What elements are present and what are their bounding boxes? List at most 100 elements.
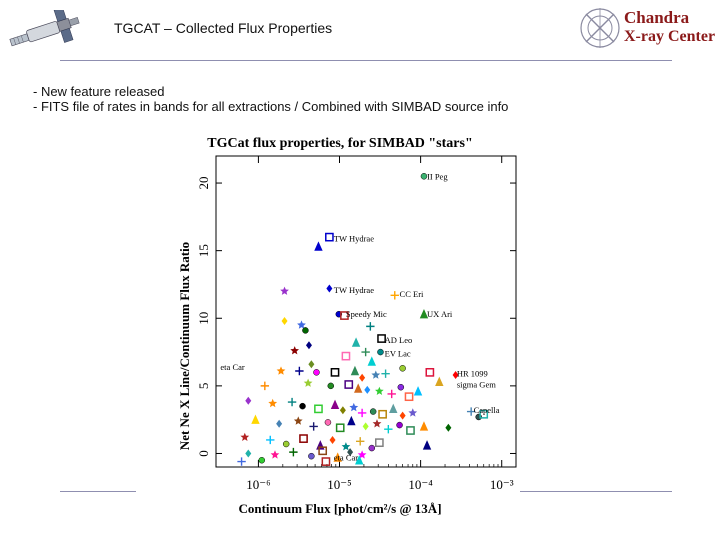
data-point <box>354 383 363 393</box>
data-point <box>276 419 283 428</box>
data-point <box>435 376 444 387</box>
footer-divider-left <box>60 491 136 492</box>
data-point <box>396 421 403 429</box>
data-point <box>371 370 381 379</box>
data-point <box>324 419 332 426</box>
header-divider <box>60 60 672 61</box>
x-tick-label: 10⁻⁵ <box>327 477 351 492</box>
annotation-label: HR 1099 <box>457 369 488 379</box>
data-point <box>425 367 435 377</box>
data-point <box>318 446 328 456</box>
data-point <box>299 402 306 410</box>
data-point <box>347 415 356 426</box>
data-point <box>368 444 376 452</box>
data-point <box>295 366 304 376</box>
data-point <box>351 337 361 347</box>
data-point <box>355 455 364 465</box>
data-point <box>344 380 354 389</box>
data-point <box>251 414 260 424</box>
data-point <box>445 423 452 432</box>
data-point <box>361 347 370 357</box>
annotation-label: TW Hydrae <box>334 285 374 295</box>
data-point <box>313 369 320 376</box>
data-point <box>270 450 280 459</box>
data-point <box>299 434 308 443</box>
data-point <box>397 383 405 391</box>
data-point <box>341 351 351 361</box>
y-axis-label: Net Ne X Line/Continuum Flux Ratio <box>177 242 192 450</box>
data-point <box>281 316 288 325</box>
data-point <box>384 424 393 434</box>
data-point <box>404 392 414 402</box>
x-axis: 10⁻⁶ 10⁻⁵ 10⁻⁴ 10⁻³ <box>246 156 514 492</box>
annotation-label: Speedy Mic <box>346 309 387 319</box>
data-point <box>378 409 387 419</box>
data-point <box>316 440 325 450</box>
data-point <box>419 309 429 319</box>
annotation-label: II Peg <box>427 171 448 181</box>
plot-frame <box>215 155 517 468</box>
data-point <box>362 422 369 431</box>
annotations: II Peg TW Hydrae TW Hydrae CC Eri Speedy Mic… <box>220 171 499 462</box>
data-point <box>297 320 306 329</box>
data-point <box>330 367 340 377</box>
data-point <box>350 365 360 376</box>
data-point <box>339 406 346 415</box>
data-point <box>326 284 333 293</box>
data-point <box>335 423 345 433</box>
data-point <box>240 432 250 441</box>
data-point <box>245 449 252 458</box>
data-point <box>364 385 371 394</box>
bullet-item: - New feature released <box>33 84 165 99</box>
data-point <box>245 396 252 405</box>
data-point <box>330 399 340 409</box>
data-points <box>237 173 489 466</box>
x-tick-label: 10⁻⁴ <box>408 477 433 492</box>
data-point <box>321 457 331 466</box>
logo-line-1: Chandra <box>624 8 690 27</box>
y-tick-label: 20 <box>196 177 211 190</box>
data-point <box>399 365 406 372</box>
data-point <box>367 356 376 366</box>
data-point <box>340 311 349 320</box>
data-point <box>280 286 289 295</box>
data-point <box>341 442 351 451</box>
y-tick-label: 5 <box>196 383 211 390</box>
data-point <box>308 360 315 369</box>
data-point <box>375 438 384 448</box>
footer-divider-right <box>520 491 672 492</box>
data-point <box>309 422 318 431</box>
data-point <box>290 346 299 355</box>
annotation-label: UX Ari <box>427 309 453 319</box>
data-point <box>359 373 366 382</box>
data-point <box>349 402 359 412</box>
data-point <box>452 371 459 380</box>
data-point <box>282 440 290 448</box>
data-point <box>406 426 415 435</box>
data-point <box>287 397 297 407</box>
data-point <box>377 334 386 343</box>
data-point <box>413 386 423 396</box>
chart-title: TGCat flux properties, for SIMBAD "stars… <box>207 136 472 151</box>
x-axis-label: Continuum Flux [phot/cm²/s @ 13Å] <box>238 501 441 516</box>
data-point <box>408 408 418 417</box>
chandra-logo-icon <box>580 8 620 48</box>
data-point <box>314 241 323 251</box>
bullet-list: - New feature released - FITS file of ra… <box>33 84 508 114</box>
data-point <box>377 348 384 356</box>
data-point <box>347 448 354 457</box>
data-point <box>308 452 315 460</box>
data-point <box>369 408 377 415</box>
data-point <box>372 419 382 428</box>
annotation-label: Capella <box>474 405 500 415</box>
data-point <box>366 322 375 331</box>
y-tick-label: 10 <box>196 312 211 325</box>
data-point <box>260 381 270 391</box>
y-axis: 0 5 10 15 20 <box>196 177 516 457</box>
data-point <box>333 452 342 462</box>
data-point <box>466 407 476 416</box>
annotation-label: eta Car <box>334 453 358 463</box>
annotation-label: CC Eri <box>400 289 424 299</box>
data-point <box>357 450 367 459</box>
